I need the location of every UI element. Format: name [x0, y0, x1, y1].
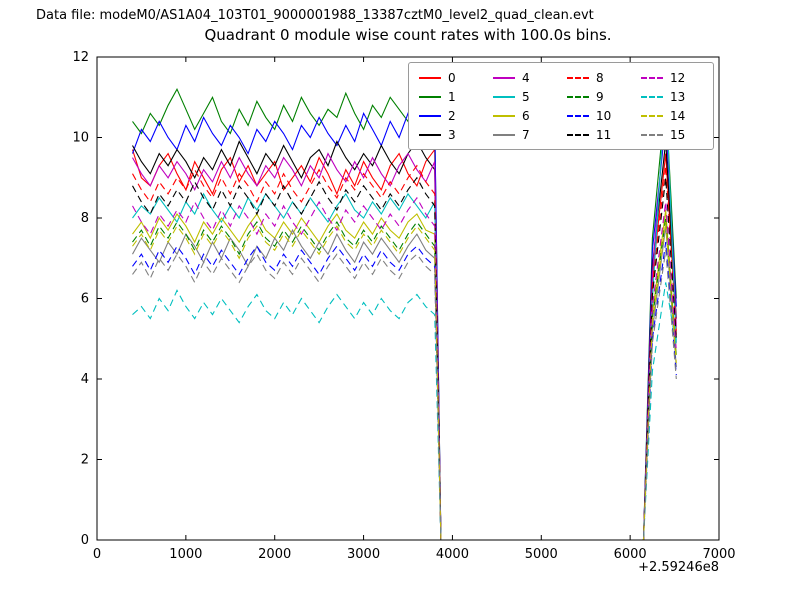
- legend-line-sample: [493, 76, 515, 79]
- legend-item-0: 0: [413, 68, 487, 87]
- y-tick-label: 2: [81, 453, 89, 468]
- legend-label: 9: [596, 89, 604, 104]
- legend-item-5: 5: [487, 87, 561, 106]
- legend-item-12: 12: [635, 68, 709, 87]
- legend-label: 10: [596, 108, 612, 123]
- x-tick-label: 1000: [169, 547, 202, 562]
- legend-item-7: 7: [487, 125, 561, 144]
- y-tick-label: 6: [81, 292, 89, 307]
- legend-line-sample: [641, 76, 663, 79]
- x-tick-label: 7000: [702, 547, 735, 562]
- legend-item-9: 9: [561, 87, 635, 106]
- legend-line-sample: [493, 133, 515, 136]
- legend-label: 3: [448, 127, 456, 142]
- x-axis-offset-label: +2.59246e8: [638, 560, 719, 575]
- legend-item-15: 15: [635, 125, 709, 144]
- x-tick-label: 5000: [525, 547, 558, 562]
- x-tick-label: 3000: [347, 547, 380, 562]
- legend-column: 0 1 2 3: [413, 68, 487, 144]
- datafile-label: Data file: modeM0/AS1A04_103T01_90000019…: [36, 8, 594, 23]
- legend-item-14: 14: [635, 106, 709, 125]
- legend-item-13: 13: [635, 87, 709, 106]
- legend: 0 1 2 3 4 5 6 7 8 9 10 11 12 13 14 15: [408, 62, 714, 150]
- y-tick-label: 0: [81, 533, 89, 548]
- legend-item-1: 1: [413, 87, 487, 106]
- y-tick-label: 4: [81, 372, 89, 387]
- legend-column: 4 5 6 7: [487, 68, 561, 144]
- legend-label: 11: [596, 127, 612, 142]
- legend-line-sample: [567, 114, 589, 117]
- legend-item-6: 6: [487, 106, 561, 125]
- legend-item-8: 8: [561, 68, 635, 87]
- legend-column: 12 13 14 15: [635, 68, 709, 144]
- legend-item-3: 3: [413, 125, 487, 144]
- legend-label: 14: [670, 108, 686, 123]
- series-line-0: [131, 147, 677, 541]
- legend-line-sample: [567, 95, 589, 98]
- legend-line-sample: [419, 114, 441, 117]
- legend-item-11: 11: [561, 125, 635, 144]
- x-tick-label: 6000: [614, 547, 647, 562]
- legend-line-sample: [641, 133, 663, 136]
- legend-label: 7: [522, 127, 530, 142]
- legend-label: 1: [448, 89, 456, 104]
- series-line-7: [132, 226, 677, 541]
- legend-item-10: 10: [561, 106, 635, 125]
- legend-line-sample: [419, 95, 441, 98]
- x-tick-label: 4000: [436, 547, 469, 562]
- series-line-10: [132, 242, 677, 541]
- series-line-6: [132, 209, 677, 541]
- y-tick-label: 12: [72, 50, 89, 65]
- legend-column: 8 9 10 11: [561, 68, 635, 144]
- chart-title: Quadrant 0 module wise count rates with …: [204, 26, 612, 44]
- series-line-15: [132, 250, 677, 541]
- y-tick-label: 8: [81, 211, 89, 226]
- series-line-5: [132, 85, 677, 541]
- legend-line-sample: [419, 76, 441, 79]
- series-line-14: [132, 221, 677, 541]
- legend-line-sample: [419, 133, 441, 136]
- x-tick-label: 0: [93, 547, 101, 562]
- y-tick-label: 10: [72, 131, 89, 146]
- legend-line-sample: [493, 114, 515, 117]
- series-line-8: [132, 164, 677, 541]
- legend-item-4: 4: [487, 68, 561, 87]
- legend-line-sample: [641, 95, 663, 98]
- x-tick-label: 2000: [258, 547, 291, 562]
- legend-label: 4: [522, 70, 530, 85]
- series-line-12: [132, 196, 677, 541]
- legend-line-sample: [641, 114, 663, 117]
- legend-line-sample: [493, 95, 515, 98]
- legend-label: 13: [670, 89, 686, 104]
- series-line-13: [132, 282, 677, 541]
- legend-label: 15: [670, 127, 686, 142]
- legend-label: 0: [448, 70, 456, 85]
- legend-label: 12: [670, 70, 686, 85]
- legend-label: 6: [522, 108, 530, 123]
- series-line-9: [132, 217, 677, 541]
- legend-line-sample: [567, 133, 589, 136]
- series-line-11: [132, 176, 677, 541]
- legend-label: 2: [448, 108, 456, 123]
- series-line-4: [132, 101, 677, 541]
- legend-label: 8: [596, 70, 604, 85]
- legend-item-2: 2: [413, 106, 487, 125]
- legend-label: 5: [522, 89, 530, 104]
- legend-line-sample: [567, 76, 589, 79]
